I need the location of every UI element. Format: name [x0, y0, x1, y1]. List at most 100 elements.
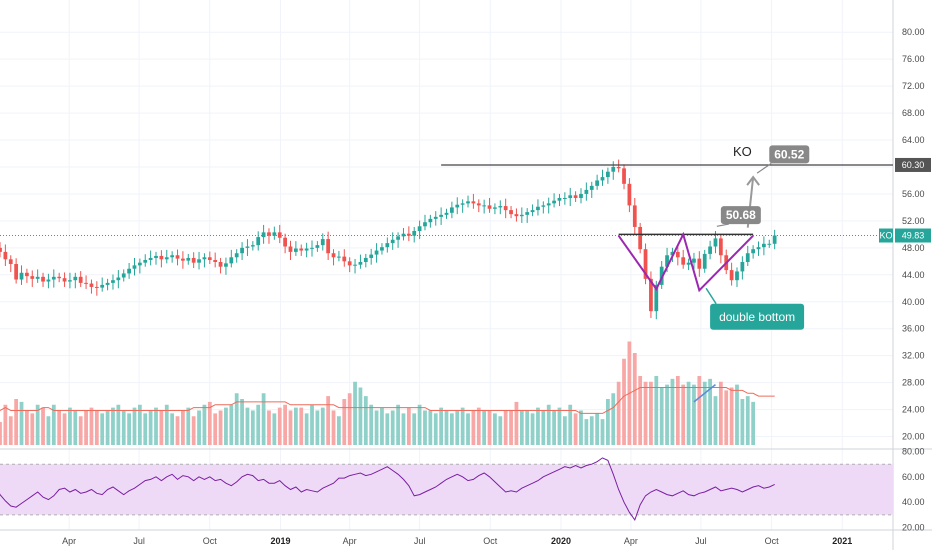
- candle-body: [536, 206, 540, 211]
- candle-body: [417, 226, 422, 231]
- volume-bar: [536, 407, 540, 445]
- volume-bar: [229, 404, 234, 445]
- volume-bar: [681, 384, 686, 445]
- candle-body: [654, 284, 659, 312]
- volume-bar: [137, 404, 142, 445]
- volume-bar: [417, 404, 422, 445]
- volume-bar: [643, 381, 648, 445]
- candle-body: [740, 261, 745, 272]
- volume-bars: [0, 341, 756, 445]
- rsi-axis: 80.00 60.00 40.00 20.00: [902, 447, 925, 533]
- volume-bar: [342, 399, 347, 445]
- candle-body: [240, 247, 244, 254]
- candle-body: [412, 231, 417, 236]
- candle-body: [681, 257, 686, 265]
- volume-bar: [288, 410, 293, 445]
- rsi-tick-label: 80.00: [902, 447, 925, 457]
- volume-bar: [724, 390, 729, 445]
- volume-bar: [745, 396, 750, 445]
- volume-bar: [659, 387, 664, 445]
- time-axis[interactable]: Apr Jul Oct 2019 Apr Jul Oct 2020 Apr Jul Oct 2021: [62, 536, 852, 546]
- candle-body: [358, 261, 363, 265]
- volume-bar: [514, 401, 519, 445]
- volume-bar: [390, 410, 395, 445]
- price-tick-label: 40.00: [902, 297, 925, 307]
- volume-bar: [30, 413, 35, 445]
- volume-bar: [606, 399, 610, 445]
- volume-bar: [111, 407, 115, 445]
- volume-bar: [600, 419, 605, 445]
- target-top-callout: 60.52: [769, 145, 810, 164]
- candle-body: [471, 201, 476, 204]
- volume-bar: [19, 401, 24, 445]
- double-bottom-pattern: [617, 231, 754, 293]
- candle-body: [541, 205, 546, 207]
- volume-bar: [665, 384, 669, 445]
- candle-body: [579, 193, 583, 198]
- candlestick-series[interactable]: [0, 159, 777, 320]
- volume-bar: [213, 413, 218, 445]
- target-mid-callout-box: [720, 206, 761, 225]
- rsi-tick-label: 20.00: [902, 522, 925, 532]
- candle-body: [406, 233, 411, 236]
- candle-body: [267, 232, 271, 236]
- drawings[interactable]: KO 60.52 50.68 double bottom: [441, 144, 893, 403]
- candle-body: [84, 282, 88, 284]
- volume-bar: [148, 410, 153, 445]
- candle-body: [207, 257, 212, 260]
- projection-arrow-head: [746, 175, 760, 186]
- volume-bar: [363, 396, 368, 445]
- candle-body: [498, 206, 503, 208]
- volume-bar: [159, 410, 164, 445]
- volume-bar: [191, 416, 196, 445]
- volume-bar: [374, 410, 379, 445]
- volume-bar: [557, 407, 562, 445]
- candle-body: [745, 253, 750, 262]
- price-tick-label: 20.00: [902, 432, 925, 442]
- volume-bar: [164, 404, 169, 445]
- volume-bar: [675, 376, 680, 445]
- rsi-path: [0, 457, 775, 521]
- candle-body: [116, 277, 121, 281]
- candle-body: [509, 210, 513, 215]
- candle-body: [218, 261, 223, 267]
- volume-bar: [670, 378, 675, 445]
- price-tick-label: 56.00: [902, 189, 925, 199]
- volume-bar: [234, 393, 239, 445]
- candle-body: [57, 276, 62, 279]
- volume-bar: [649, 381, 653, 445]
- candle-body: [197, 259, 201, 263]
- price-axis[interactable]: 80.0076.0072.0068.0064.0060.0056.0052.00…: [902, 27, 925, 441]
- candle-body: [320, 239, 325, 246]
- candle-body: [390, 239, 395, 244]
- axis-tags: 60.30 KO 49.83: [0, 157, 931, 243]
- volume-bar: [589, 416, 594, 445]
- candle-body: [514, 214, 519, 217]
- price-tick-label: 28.00: [902, 378, 925, 388]
- target-mid-pointer: [716, 223, 729, 227]
- volume-bar: [68, 407, 72, 445]
- volume-bar: [353, 381, 357, 445]
- volume-bar: [611, 393, 616, 445]
- volume-bar: [541, 410, 546, 445]
- candle-body: [659, 266, 664, 285]
- time-tick-label: Apr: [624, 536, 638, 546]
- time-tick-label: 2021: [832, 536, 852, 546]
- candle-body: [525, 212, 530, 215]
- candle-body: [762, 243, 766, 248]
- target-top-pointer: [756, 162, 772, 174]
- candle-body: [121, 273, 126, 278]
- candle-body: [19, 272, 24, 280]
- candle-body: [638, 226, 643, 250]
- candle-body: [589, 185, 594, 190]
- volume-bar: [331, 410, 336, 445]
- volume-bar: [713, 396, 718, 445]
- candle-body: [503, 206, 508, 211]
- candle-body: [584, 189, 589, 194]
- candle-body: [487, 205, 492, 209]
- volume-bar: [595, 413, 600, 445]
- volume-bar: [686, 381, 691, 445]
- volume-bar: [121, 410, 126, 445]
- rsi-line: [0, 457, 775, 521]
